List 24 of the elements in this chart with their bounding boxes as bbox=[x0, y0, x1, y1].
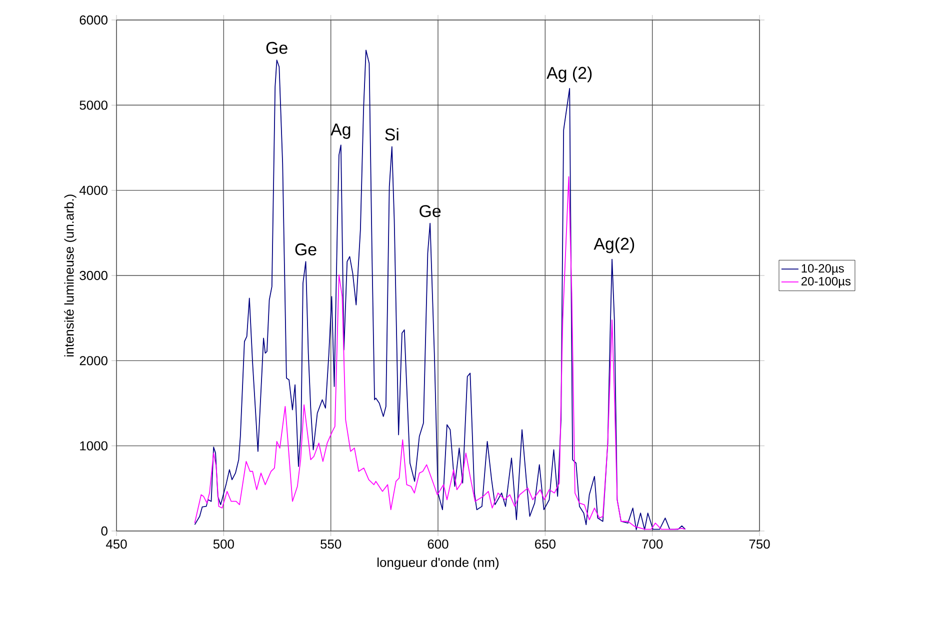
y-tick-label: 4000 bbox=[79, 186, 108, 195]
x-tick-label: 450 bbox=[106, 540, 127, 549]
x-tick-label: 600 bbox=[428, 540, 448, 549]
annotation: Ge bbox=[295, 243, 316, 256]
legend-label: 20-100µs bbox=[801, 276, 851, 288]
x-tick-label: 700 bbox=[642, 540, 663, 549]
annotation: Ge bbox=[420, 205, 441, 218]
y-axis-title: intensité lumineuse (un.arb.) bbox=[64, 194, 76, 356]
x-axis-title: longueur d'onde (nm) bbox=[378, 558, 499, 570]
x-tick-label: 650 bbox=[535, 540, 556, 549]
y-tick-label: 0 bbox=[101, 526, 108, 536]
x-tick-label: 750 bbox=[749, 540, 770, 549]
y-tick-label: 2000 bbox=[80, 356, 108, 366]
annotation: Ag(2) bbox=[594, 237, 634, 254]
x-tick-label: 500 bbox=[213, 540, 234, 549]
y-tick-label: 5000 bbox=[80, 100, 108, 110]
annotation: Si bbox=[385, 128, 398, 141]
y-tick-label: 6000 bbox=[80, 15, 108, 25]
x-tick-label: 550 bbox=[320, 540, 342, 549]
y-tick-label: 3000 bbox=[80, 270, 108, 280]
annotation: Ag (2) bbox=[546, 66, 592, 82]
annotation: Ge bbox=[266, 42, 288, 54]
legend-label: 10-20µs bbox=[802, 264, 844, 275]
y-tick-label: 1000 bbox=[80, 441, 108, 450]
